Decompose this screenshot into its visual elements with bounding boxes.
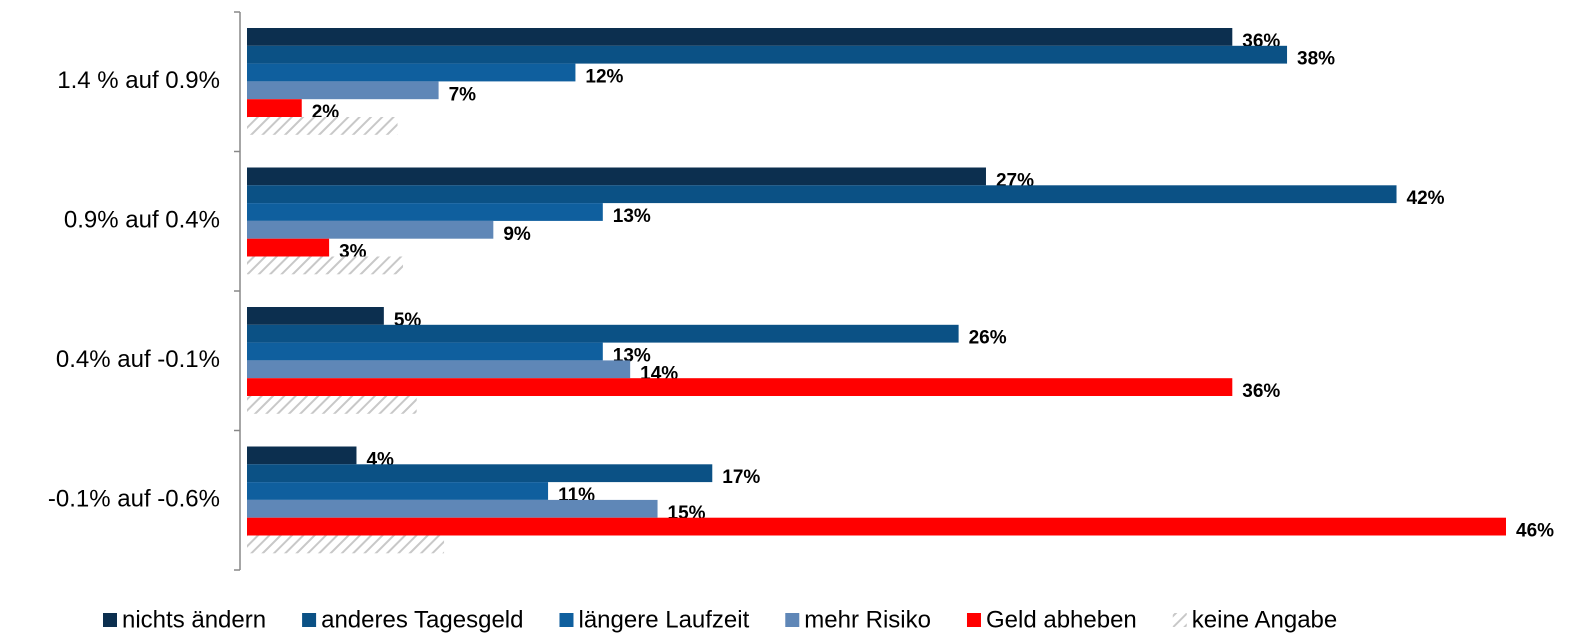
- bar: [247, 360, 631, 379]
- category-label: 1.4 % auf 0.9%: [57, 67, 220, 94]
- bar: [247, 535, 445, 554]
- legend-label: nichts ändern: [122, 606, 266, 633]
- category-label: 0.4% auf -0.1%: [56, 346, 220, 373]
- legend-swatch: [785, 613, 800, 627]
- legend-label: Geld abheben: [986, 606, 1137, 633]
- bar: [247, 81, 439, 100]
- legend-label: anderes Tagesgeld: [321, 606, 523, 633]
- legend-label: längere Laufzeit: [578, 606, 749, 633]
- value-label: 7%: [449, 84, 477, 105]
- bar: [247, 63, 576, 82]
- bar: [247, 517, 1506, 536]
- bar: [247, 220, 494, 239]
- bar: [247, 464, 713, 483]
- legend-swatch: [302, 613, 317, 627]
- bar: [247, 167, 986, 186]
- value-label: 36%: [1242, 381, 1280, 402]
- value-label: 9%: [503, 224, 531, 245]
- legend-swatch: [1172, 613, 1187, 627]
- legend-swatch: [966, 613, 981, 627]
- value-label: 42%: [1407, 188, 1445, 209]
- bar: [247, 378, 1233, 396]
- value-label: 38%: [1297, 49, 1335, 70]
- value-label: 17%: [722, 467, 760, 488]
- bar: [247, 324, 959, 343]
- bar: [247, 185, 1397, 204]
- bar: [247, 203, 603, 221]
- bar: [247, 499, 658, 518]
- value-label: 13%: [613, 206, 651, 227]
- legend-label: keine Angabe: [1192, 606, 1337, 633]
- category-label: -0.1% auf -0.6%: [48, 486, 220, 513]
- legend-swatch: [559, 613, 574, 627]
- bar: [247, 99, 302, 117]
- bar: [247, 117, 398, 135]
- bar: [247, 28, 1233, 46]
- value-label: 12%: [585, 67, 623, 88]
- value-label: 46%: [1516, 521, 1554, 542]
- bar: [247, 482, 549, 500]
- category-label: 0.9% auf 0.4%: [64, 207, 220, 234]
- legend-swatch: [103, 613, 117, 627]
- legend-label: mehr Risiko: [804, 606, 931, 633]
- bar: [247, 446, 357, 465]
- bar: [247, 396, 417, 414]
- bar: [247, 238, 330, 257]
- bar: [247, 307, 384, 325]
- bar: [247, 45, 1288, 64]
- bar: [247, 256, 404, 275]
- bar: [247, 342, 603, 361]
- value-label: 26%: [969, 328, 1007, 349]
